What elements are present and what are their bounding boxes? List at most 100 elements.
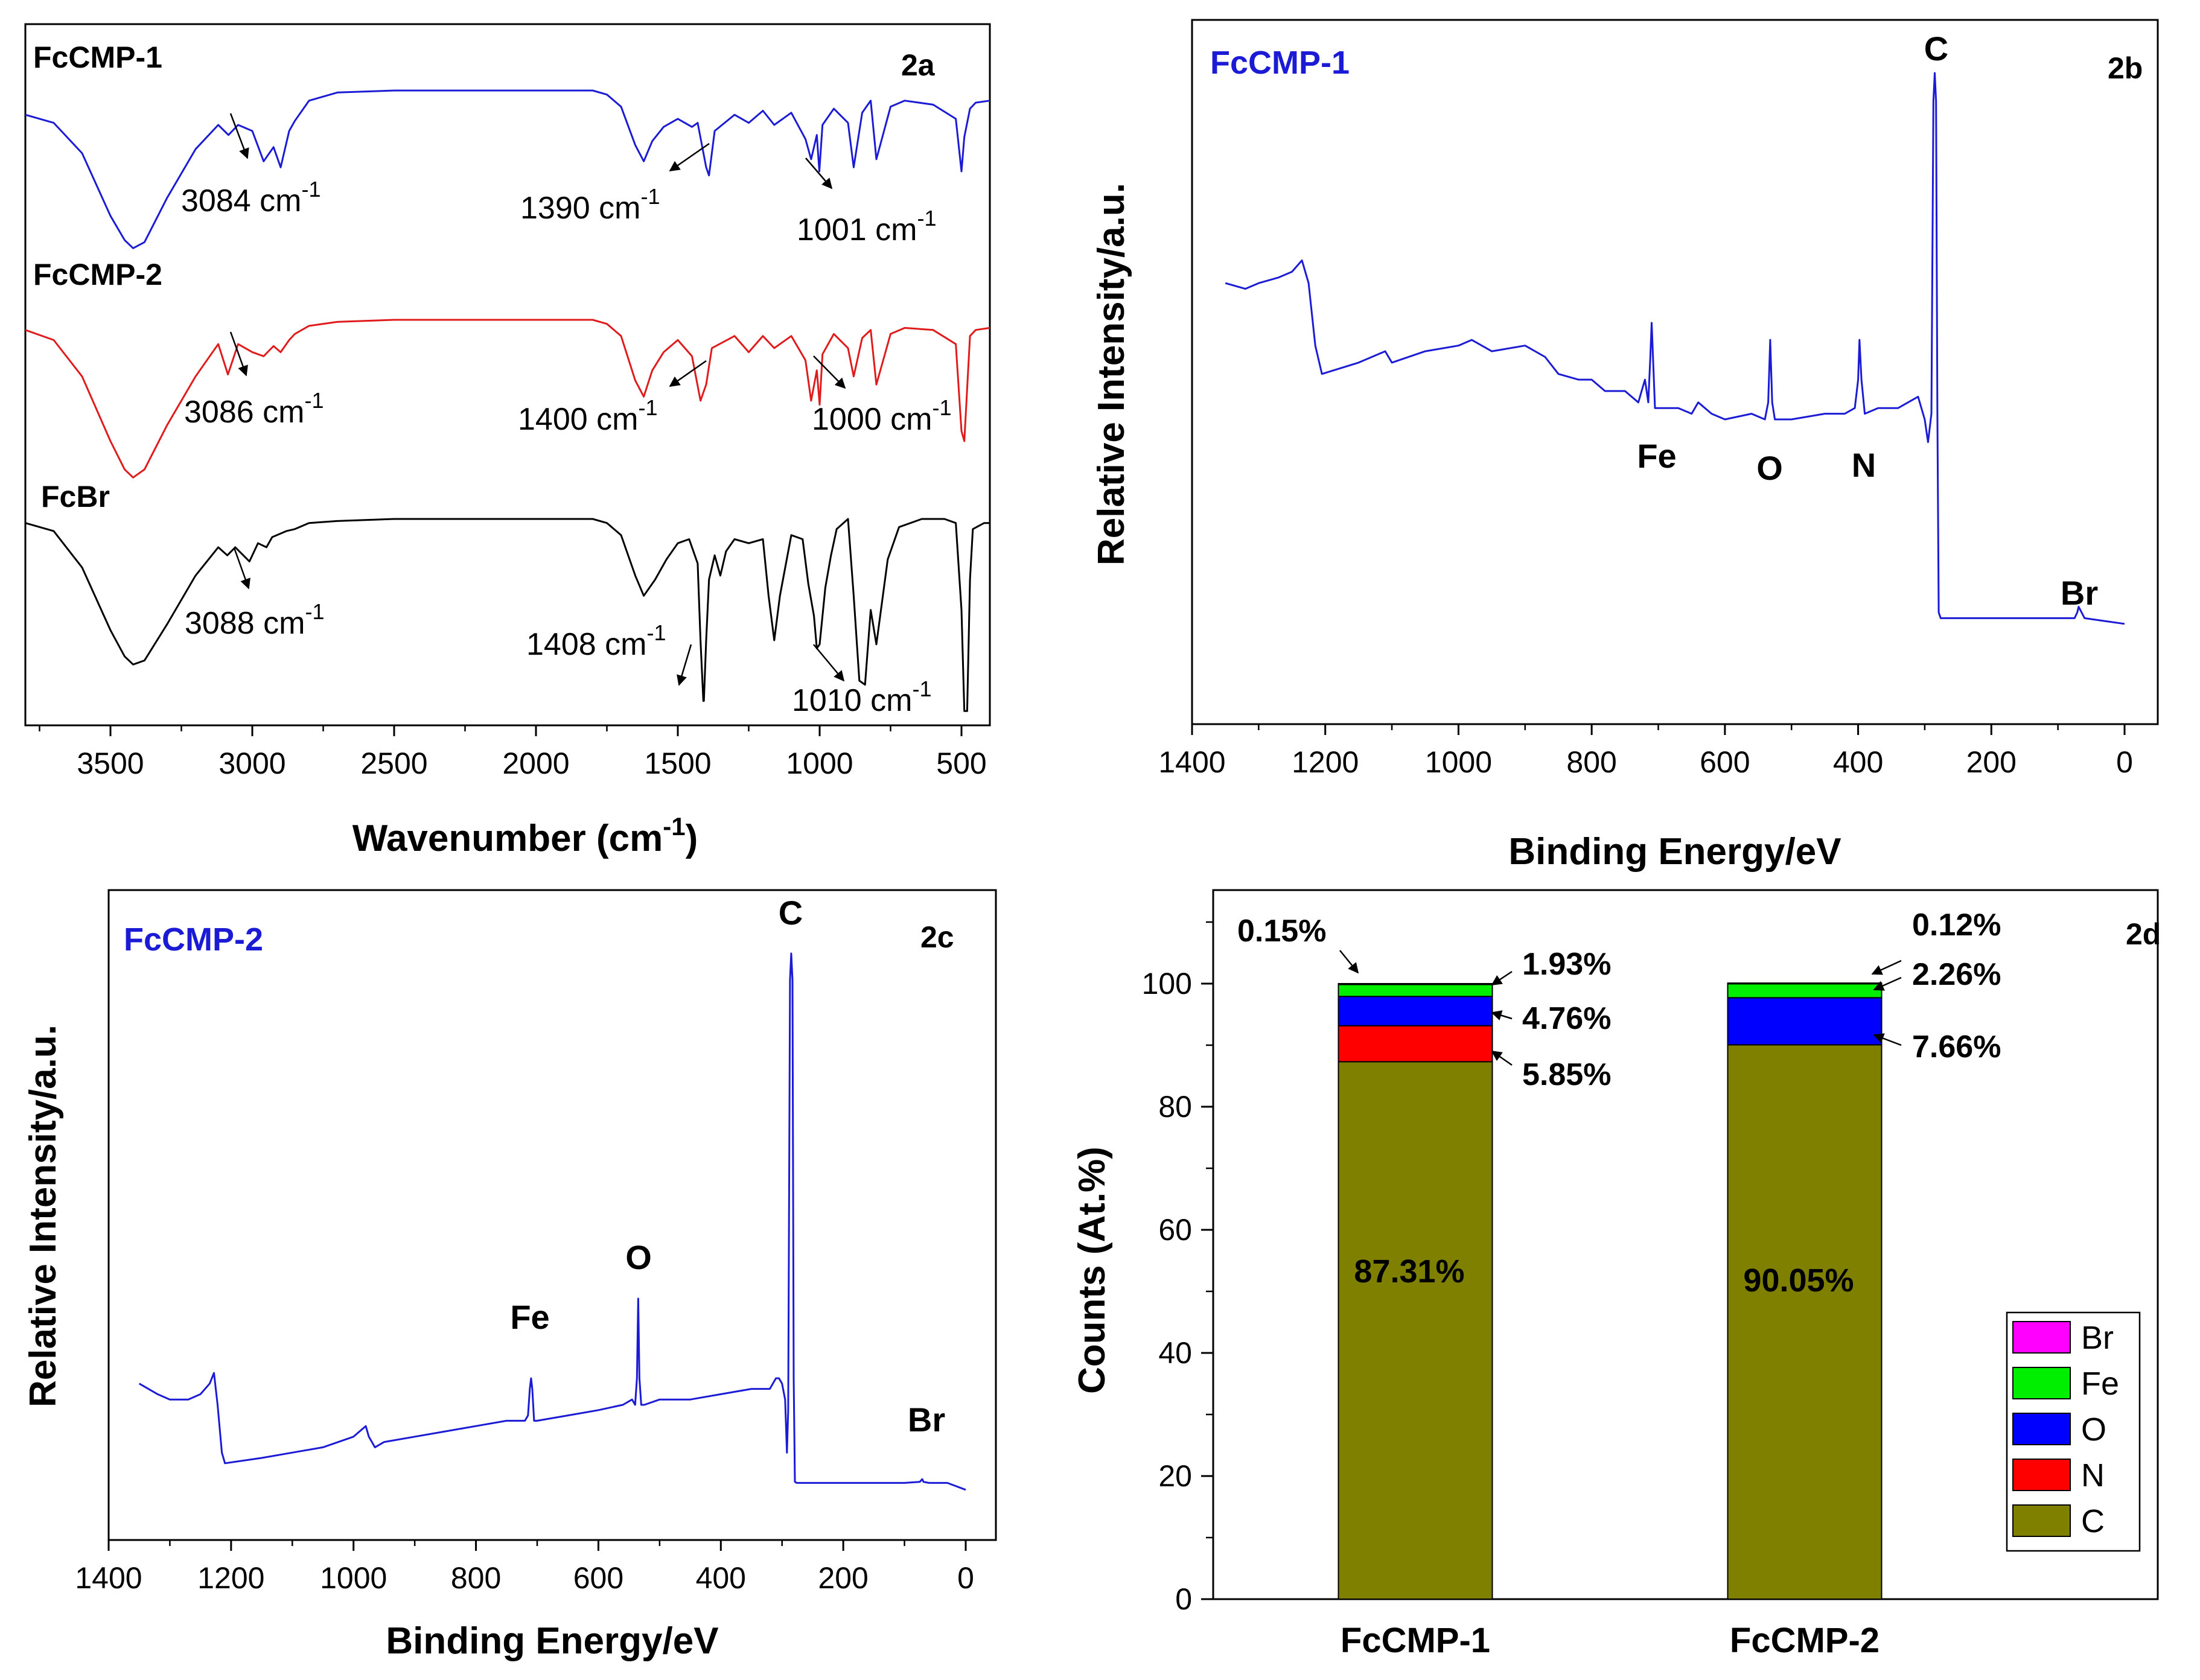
legend-label-c: C bbox=[2081, 1503, 2105, 1539]
panel-2b-title: FcCMP-1 bbox=[1210, 45, 1350, 81]
data-label-c-fccmp2: 90.05% bbox=[1743, 1262, 1854, 1299]
y-axis-title-2c: Relative Intensity/a.u. bbox=[22, 1025, 64, 1407]
data-label-c-fccmp1: 87.31% bbox=[1354, 1253, 1464, 1290]
x-axis-title-2c: Binding Energy/eV bbox=[386, 1620, 718, 1662]
annotation-arrow bbox=[805, 158, 833, 189]
annotation-label: 3088 cm-1 bbox=[185, 599, 324, 641]
annotation-label: 3086 cm-1 bbox=[184, 388, 324, 430]
data-label-fe-fccmp2: 2.26% bbox=[1912, 957, 2001, 992]
spectrum-fccmp2-xps bbox=[138, 952, 966, 1491]
x-tick-label: 2500 bbox=[360, 746, 427, 780]
panel-2c-frame bbox=[107, 889, 997, 1541]
peak-label-o: O bbox=[1756, 449, 1783, 487]
y-tick-label: 40 bbox=[1158, 1336, 1192, 1370]
panel-2c-x-ticks: 1400 1200 1000 800 600 400 200 0 bbox=[75, 1540, 974, 1595]
x-tick-label: 800 bbox=[1566, 745, 1616, 779]
legend-2d: Br Fe O N C bbox=[2006, 1311, 2141, 1552]
peak-label-br: Br bbox=[908, 1401, 945, 1439]
annotation-arrow bbox=[813, 355, 846, 389]
bar-segment-fe-fccmp-2 bbox=[1727, 983, 1883, 999]
bar-segment-br-fccmp-2 bbox=[1727, 982, 1883, 985]
bar-segment-br-fccmp-1 bbox=[1338, 983, 1493, 985]
annotation-arrow bbox=[669, 142, 710, 172]
annotation-label: 1010 cm-1 bbox=[792, 676, 931, 718]
panel-2b-x-ticks: 1400 1200 1000 800 600 400 200 0 bbox=[1158, 724, 2133, 779]
panel-2d: 0 20 40 60 80 100 2d FcCMP-1 FcCMP-2 Counts (… bbox=[1071, 889, 2161, 1660]
spectrum-fccmp2 bbox=[25, 319, 990, 479]
panel-2a-x-ticks: 3500 3000 2500 2000 1500 1000 500 bbox=[39, 725, 987, 780]
annotations-2a: 3084 cm-1 1390 cm-1 1001 cm-1 3086 cm-1 … bbox=[181, 113, 951, 718]
panel-label-2b: 2b bbox=[2108, 51, 2143, 85]
spectrum-fccmp1-xps bbox=[1225, 72, 2125, 625]
data-label-fe-fccmp1: 1.93% bbox=[1522, 947, 1611, 982]
legend-swatch-n bbox=[2012, 1459, 2071, 1491]
y-tick-label: 80 bbox=[1158, 1090, 1192, 1124]
x-tick-label: 800 bbox=[451, 1561, 501, 1595]
series-label-fccmp2: FcCMP-2 bbox=[33, 258, 162, 291]
peak-label-n: N bbox=[1852, 446, 1876, 484]
y-tick-label: 100 bbox=[1142, 967, 1192, 1001]
callout-arrow bbox=[1491, 1010, 1513, 1020]
x-tick-label: 200 bbox=[1966, 745, 2017, 779]
annotation-arrow bbox=[669, 360, 707, 387]
data-label-o-fccmp1: 4.76% bbox=[1522, 1001, 1611, 1036]
x-tick-label: 0 bbox=[2116, 745, 2133, 779]
x-tick-label: 1400 bbox=[1158, 745, 1225, 779]
x-tick-label: 1000 bbox=[1425, 745, 1492, 779]
category-label-fccmp1: FcCMP-1 bbox=[1341, 1621, 1490, 1660]
x-tick-label: 3000 bbox=[218, 746, 285, 780]
panel-2c-title: FcCMP-2 bbox=[124, 921, 263, 958]
spectrum-fccmp1 bbox=[25, 89, 990, 249]
x-tick-label: 1400 bbox=[75, 1561, 142, 1595]
bar-segment-c-fccmp-2 bbox=[1727, 1044, 1883, 1600]
y-tick-label: 60 bbox=[1158, 1213, 1192, 1247]
y-axis-title-2d: Counts (At.%) bbox=[1071, 1147, 1113, 1394]
annotation-arrow bbox=[813, 644, 845, 682]
panel-2d-y-ticks: 0 20 40 60 80 100 bbox=[1142, 921, 1213, 1616]
peak-label-fe: Fe bbox=[1637, 437, 1676, 475]
data-label-n-fccmp1: 5.85% bbox=[1522, 1057, 1611, 1092]
peak-label-br: Br bbox=[2061, 574, 2098, 612]
panel-2b-frame bbox=[1191, 19, 2159, 725]
x-tick-label: 600 bbox=[573, 1561, 623, 1595]
panel-label-2d: 2d bbox=[2126, 917, 2161, 951]
callout-arrow bbox=[1873, 976, 1902, 991]
panel-label-2c: 2c bbox=[920, 920, 954, 954]
legend-label-n: N bbox=[2081, 1457, 2105, 1494]
panel-2d-frame bbox=[1212, 889, 2159, 1600]
data-label-o-fccmp2: 7.66% bbox=[1912, 1029, 2001, 1064]
legend-swatch-o bbox=[2012, 1413, 2071, 1445]
callout-arrow bbox=[1491, 970, 1513, 986]
x-tick-label: 200 bbox=[818, 1561, 868, 1595]
annotation-arrow bbox=[677, 644, 692, 686]
spectrum-fcbr bbox=[25, 518, 990, 712]
panel-2a-spectra bbox=[25, 89, 990, 712]
callout-arrow bbox=[1873, 1033, 1902, 1046]
bar-segment-n-fccmp-1 bbox=[1338, 1025, 1493, 1063]
panel-2b: 1400 1200 1000 800 600 400 200 0 FcCMP-1 2b C F… bbox=[1091, 19, 2159, 873]
callout-arrow bbox=[1491, 1050, 1513, 1066]
x-axis-title-2b: Binding Energy/eV bbox=[1508, 831, 1841, 873]
bar-segment-o-fccmp-2 bbox=[1727, 997, 1883, 1046]
legend-label-br: Br bbox=[2081, 1320, 2114, 1356]
panel-2c-spectrum bbox=[138, 952, 966, 1491]
callouts-fccmp1: 0.15% 1.93% 4.76% 5.85% bbox=[1237, 914, 1611, 1092]
x-tick-label: 1200 bbox=[197, 1561, 264, 1595]
x-tick-label: 3500 bbox=[77, 746, 144, 780]
callouts-fccmp2: 0.12% 2.26% 7.66% bbox=[1871, 908, 2001, 1064]
bar-segment-c-fccmp-1 bbox=[1338, 1061, 1493, 1600]
x-tick-label: 1200 bbox=[1292, 745, 1359, 779]
callout-arrow bbox=[1871, 959, 1902, 975]
annotation-arrow bbox=[233, 547, 250, 590]
annotation-label: 1390 cm-1 bbox=[520, 184, 660, 226]
legend-swatch-c bbox=[2012, 1504, 2071, 1537]
annotation-label: 3084 cm-1 bbox=[181, 177, 320, 218]
x-tick-label: 2000 bbox=[502, 746, 569, 780]
annotation-label: 1400 cm-1 bbox=[518, 395, 657, 437]
peak-label-c: C bbox=[779, 894, 803, 932]
x-tick-label: 500 bbox=[936, 746, 986, 780]
legend-label-fe: Fe bbox=[2081, 1366, 2119, 1402]
panel-2c: 1400 1200 1000 800 600 400 200 0 FcCMP-2 2c C O… bbox=[22, 889, 997, 1662]
series-label-fccmp1: FcCMP-1 bbox=[33, 40, 162, 74]
bar-segment-o-fccmp-1 bbox=[1338, 996, 1493, 1026]
